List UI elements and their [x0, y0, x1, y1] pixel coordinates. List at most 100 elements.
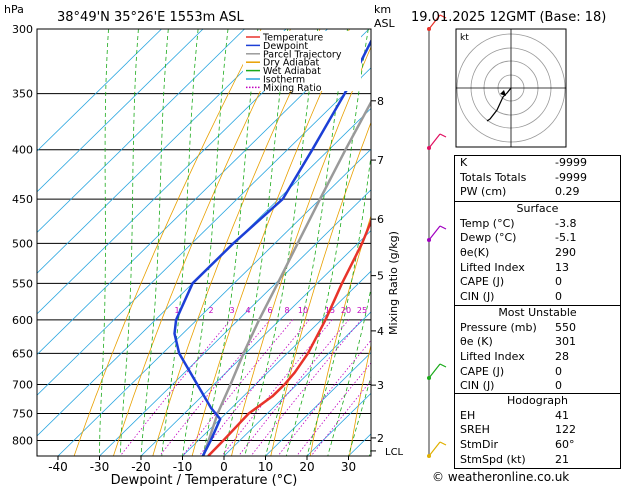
mixing-ratio-label: 10	[298, 306, 308, 315]
isotherm-line	[140, 229, 371, 456]
wet-adiabat	[140, 29, 169, 456]
mixing-ratio-line	[296, 362, 371, 456]
wind-barb-flag	[439, 363, 447, 368]
index-label: EH	[460, 408, 476, 422]
index-row: Pressure (mb) 550	[455, 321, 620, 336]
dry-adiabat	[270, 121, 371, 456]
mixing-ratio-label: 4	[245, 306, 250, 315]
plot-frame	[36, 28, 372, 457]
isotherm-line	[37, 29, 245, 234]
table-title: Most Unstable	[498, 306, 577, 319]
wet-adiabat	[348, 374, 371, 456]
temp-tick-label: 20	[299, 460, 314, 474]
pressure-tick-label: 550	[12, 277, 33, 290]
index-value: 41	[555, 408, 569, 422]
dry-adiabat	[113, 29, 291, 456]
wind-barb-staff	[428, 363, 441, 379]
index-row: θe(K) 290	[455, 246, 620, 261]
mixing-ratio-line	[182, 319, 294, 456]
km-tick-label: 7	[377, 154, 384, 167]
wind-barb-staff	[428, 225, 441, 241]
index-label: Lifted Index	[460, 260, 525, 274]
dry-adiabat	[625, 29, 629, 456]
index-label: θe (K)	[460, 335, 493, 349]
wet-adiabat	[119, 29, 139, 456]
index-value: -9999	[555, 170, 587, 184]
surface-table: Surface Temp (°C) -3.8 Dewp (°C) -5.1 θe(K) 29…	[454, 201, 621, 307]
pressure-tick-label: 300	[12, 23, 33, 36]
km-tick-label: 5	[377, 270, 384, 283]
hodograph-kt-label: kt	[460, 33, 469, 43]
km-tick-label: 6	[377, 213, 384, 226]
time-title: 19.01.2025 12GMT (Base: 18)	[411, 10, 606, 25]
wind-barbs	[427, 14, 447, 458]
legend-item: Mixing Ratio	[263, 83, 322, 94]
asl-label: ASL	[374, 17, 396, 30]
index-value: 301	[555, 335, 576, 349]
index-value: 0	[555, 290, 562, 304]
lcl-label: LCL	[385, 447, 404, 458]
hodograph-table: Hodograph EH 41 SREH 122 StmDir 60° StmSpd (kt)…	[454, 393, 621, 469]
wet-adiabat	[99, 29, 109, 456]
legend-box	[243, 31, 361, 91]
index-row: CIN (J) 0	[455, 290, 620, 305]
index-label: CAPE (J)	[460, 364, 505, 378]
legend-item: Wet Adiabat	[263, 66, 321, 77]
index-value: 28	[555, 350, 569, 364]
wind-barb-flag	[439, 441, 447, 446]
legend-item: Dry Adiabat	[263, 58, 320, 69]
index-label: K	[460, 156, 468, 169]
mixing-ratio-line	[250, 319, 362, 456]
mixing-ratio-label: 3	[229, 306, 234, 315]
index-value: -9999	[555, 156, 587, 169]
copyright-footer: © weatheronline.co.uk	[432, 470, 570, 484]
isotherm-line	[37, 67, 371, 396]
wind-barb-flag	[439, 133, 447, 138]
index-value: 0	[555, 364, 562, 378]
mixing-ratio-line	[159, 319, 271, 456]
index-value: 60°	[555, 438, 575, 452]
wind-barb-staff	[428, 441, 441, 457]
temperature-line	[207, 218, 371, 456]
mixing-ratio-line	[238, 319, 350, 456]
index-row: Dewp (°C) -5.1	[455, 231, 620, 246]
dry-adiabat	[349, 343, 371, 456]
temp-tick-label: -40	[48, 460, 68, 474]
hodograph-trace	[486, 87, 512, 122]
index-row: StmSpd (kt) 21	[455, 453, 620, 468]
index-label: CIN (J)	[460, 379, 495, 393]
index-row: Lifted Index 13	[455, 261, 620, 276]
temp-tick-label: -30	[90, 460, 110, 474]
hpa-label: hPa	[4, 3, 24, 16]
index-row: SREH 122	[455, 423, 620, 438]
pressure-tick-label: 450	[12, 193, 33, 206]
wet-adiabat	[182, 29, 229, 456]
legend-item: Isotherm	[263, 75, 305, 86]
isotherm-line	[223, 311, 371, 456]
pressure-tick-label: 500	[12, 237, 33, 250]
legend-item: Parcel Trajectory	[263, 49, 342, 60]
mixing-ratio-line	[119, 319, 231, 456]
mixing-ratio-axis-label: Mixing Ratio (g/kg)	[387, 231, 400, 335]
wind-barb-staff	[428, 133, 441, 149]
index-label: CIN (J)	[460, 290, 495, 304]
temp-tick-label: 10	[258, 460, 273, 474]
isotherm-line	[37, 29, 328, 315]
index-label: StmDir	[460, 438, 499, 452]
legend-item: Dewpoint	[263, 41, 308, 52]
mixing-ratio-label: 2	[208, 306, 213, 315]
parcel-trajectory-line	[202, 99, 371, 456]
chart-grid	[37, 29, 629, 456]
mixing-ratio-label: 1	[174, 306, 179, 315]
legend-item: Temperature	[262, 33, 323, 44]
isotherm-line	[37, 29, 287, 274]
indices-basic-table: K -9999 Totals Totals -9999 PW (cm) 0.29	[454, 155, 621, 203]
index-value: 0.29	[555, 185, 580, 199]
isotherm-line	[37, 29, 162, 152]
isotherm-line	[37, 29, 204, 193]
wind-barb-flag	[439, 14, 447, 19]
index-row: CIN (J) 0	[455, 379, 620, 394]
mixing-ratio-label: 8	[284, 306, 289, 315]
dry-adiabat	[309, 214, 371, 456]
